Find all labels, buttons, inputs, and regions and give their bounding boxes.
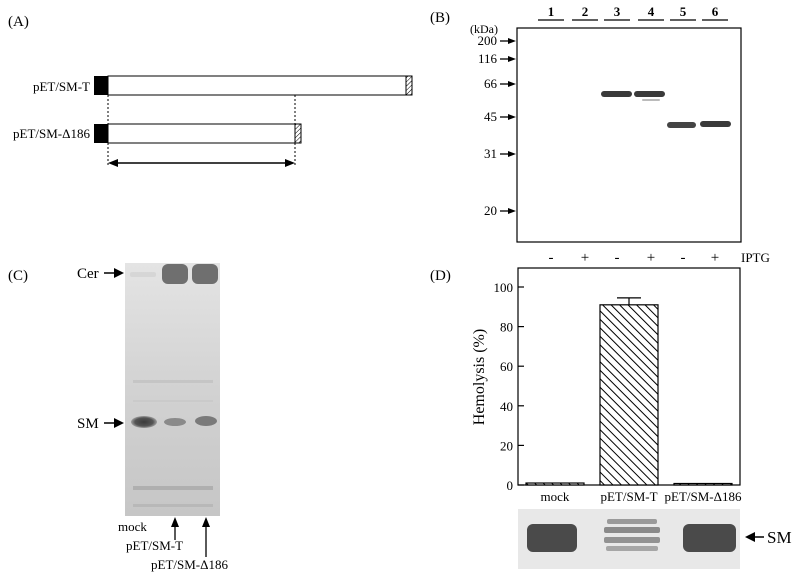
band-lane-3 [601, 91, 632, 97]
lane-4: 4 [648, 4, 655, 19]
panel-d: (D) Hemolysis (%) 0 20 40 60 80 100 mock pET/S… [430, 267, 792, 569]
sm-spot-mock [131, 416, 157, 428]
marker-116: 116 [478, 51, 498, 66]
strip-spot-pet-sm-d186 [683, 524, 736, 552]
sm-spot-pet-sm-t [164, 418, 186, 426]
iptg-sign-5: - [681, 250, 686, 266]
panel-c: (C) Cer SM mock pET/SM-T [8, 263, 228, 572]
y-tick-label: 60 [500, 359, 513, 374]
tlc-spots [130, 264, 218, 507]
bar-2 [673, 482, 733, 486]
lane-3: 3 [614, 4, 621, 19]
marker-31: 31 [484, 146, 497, 161]
dotted-guides [107, 95, 296, 165]
construct-trunc-label: pET/SM-Δ186 [13, 126, 90, 141]
iptg-label: IPTG [741, 250, 770, 265]
panel-c-label: (C) [8, 268, 28, 284]
iptg-row: - + - + - + IPTG [549, 250, 770, 266]
arrow-pet-sm-d186 [202, 517, 210, 557]
lane-label-pet-sm-t: pET/SM-T [126, 538, 183, 553]
cer-arrow [104, 268, 124, 278]
sm-label-c: SM [77, 416, 99, 432]
bars [525, 297, 733, 486]
panel-a: (A) pET/SM-T pET/SM-Δ186 [8, 14, 413, 167]
western-blot [516, 27, 742, 243]
iptg-sign-2: + [581, 250, 589, 266]
y-tick-label: 100 [494, 280, 514, 295]
faint-band-lane-4 [642, 99, 660, 101]
y-tick-label: 0 [507, 478, 514, 493]
lane-2: 2 [582, 4, 589, 19]
x-tick-label-1: pET/SM-T [600, 489, 657, 504]
kda-unit-label: (kDa) [470, 22, 498, 36]
marker-arrows [500, 38, 516, 214]
iptg-sign-4: + [647, 250, 655, 266]
y-tick-label: 80 [500, 320, 513, 335]
lane-label-pet-sm-d186: pET/SM-Δ186 [151, 557, 228, 572]
panel-b-label: (B) [430, 10, 450, 26]
marker-200: 200 [478, 33, 498, 48]
marker-45: 45 [484, 109, 497, 124]
construct-full-label: pET/SM-T [33, 79, 90, 94]
marker-20: 20 [484, 203, 497, 218]
x-axis-labels: mock pET/SM-T pET/SM-Δ186 [541, 489, 742, 504]
tlc-strip-spots [527, 519, 736, 552]
bar-1 [599, 304, 659, 486]
panel-a-label: (A) [8, 14, 29, 30]
y-tick-label: 40 [500, 399, 513, 414]
sm-arrow-c [104, 418, 124, 428]
panel-d-label: (D) [430, 268, 451, 284]
sm-label-d: SM [767, 528, 792, 547]
construct-full-bar [94, 75, 413, 96]
marker-labels: 200 116 66 45 31 20 [478, 33, 498, 218]
y-axis: 0 20 40 60 80 100 [494, 280, 524, 493]
arrow-pet-sm-t [171, 517, 179, 540]
x-tick-label-2: pET/SM-Δ186 [665, 489, 742, 504]
lane-numbers: 1 2 3 4 5 6 [548, 4, 719, 19]
lane-label-mock: mock [118, 519, 147, 534]
iptg-sign-6: + [711, 250, 719, 266]
y-tick-label: 20 [500, 438, 513, 453]
lane-1: 1 [548, 4, 555, 19]
blot-bands [601, 91, 731, 128]
band-lane-4 [634, 91, 665, 97]
band-lane-5 [667, 122, 696, 128]
panel-b: (B) (kDa) 200 116 66 45 31 20 1 2 3 4 5 … [430, 4, 770, 266]
strip-spot-mock [527, 524, 577, 552]
hemolysis-chart: Hemolysis (%) 0 20 40 60 80 100 mock pET/SM-T p… [471, 267, 742, 504]
marker-66: 66 [484, 76, 498, 91]
iptg-sign-3: - [615, 250, 620, 266]
cer-spot-lane-2 [162, 264, 188, 284]
band-lane-6 [700, 121, 731, 127]
lane-5: 5 [680, 4, 687, 19]
cer-label: Cer [77, 266, 99, 282]
x-tick-label-0: mock [541, 489, 570, 504]
y-axis-label: Hemolysis (%) [471, 329, 488, 425]
lane-6: 6 [712, 4, 719, 19]
sm-spot-pet-sm-d186 [195, 416, 217, 426]
cer-spot-lane-3 [192, 264, 218, 284]
construct-trunc-bar [94, 123, 302, 144]
deletion-span-arrow [108, 159, 295, 167]
sm-arrow-d [745, 532, 764, 542]
iptg-sign-1: - [549, 250, 554, 266]
bar-0 [525, 482, 585, 486]
tlc-plate [125, 263, 220, 516]
